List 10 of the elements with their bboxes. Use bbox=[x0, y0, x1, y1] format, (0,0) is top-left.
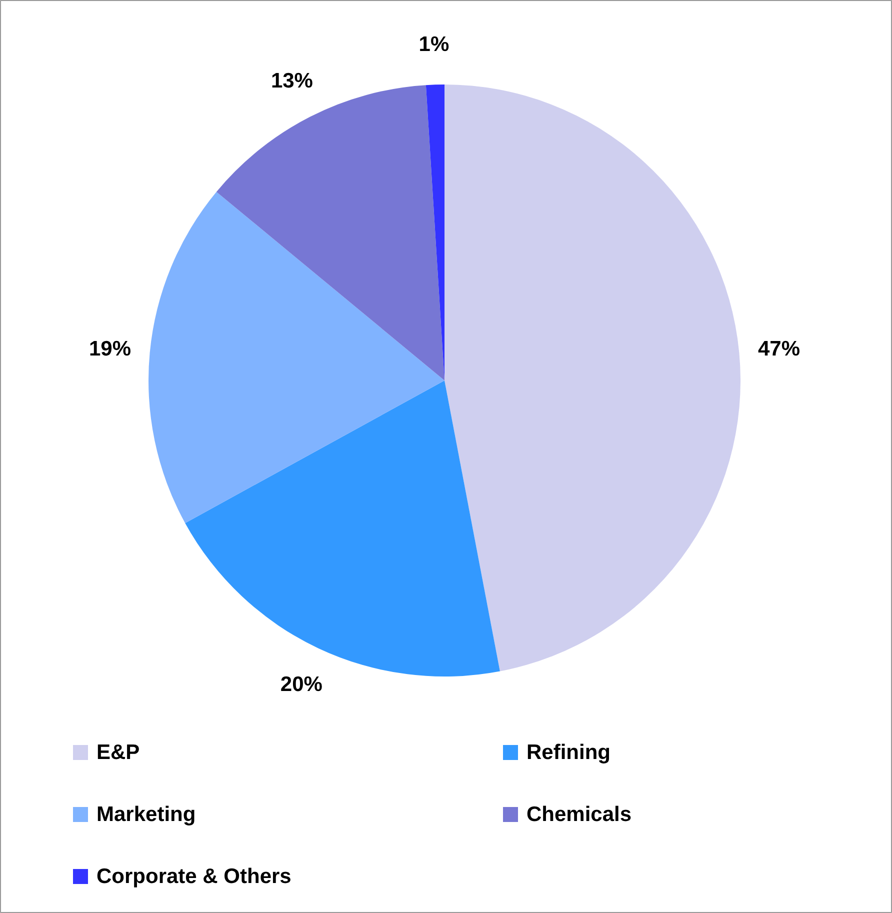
legend-label: Marketing bbox=[96, 803, 196, 826]
legend-label: Chemicals bbox=[526, 803, 632, 826]
legend-label: Corporate & Others bbox=[96, 865, 292, 888]
data-label: 1% bbox=[418, 33, 450, 56]
data-label: 20% bbox=[280, 673, 323, 696]
data-label: 47% bbox=[758, 337, 800, 360]
legend-label: Refining bbox=[526, 741, 610, 764]
data-label: 19% bbox=[88, 337, 132, 360]
legend-label: E&P bbox=[96, 741, 140, 764]
data-label: 13% bbox=[270, 70, 314, 93]
